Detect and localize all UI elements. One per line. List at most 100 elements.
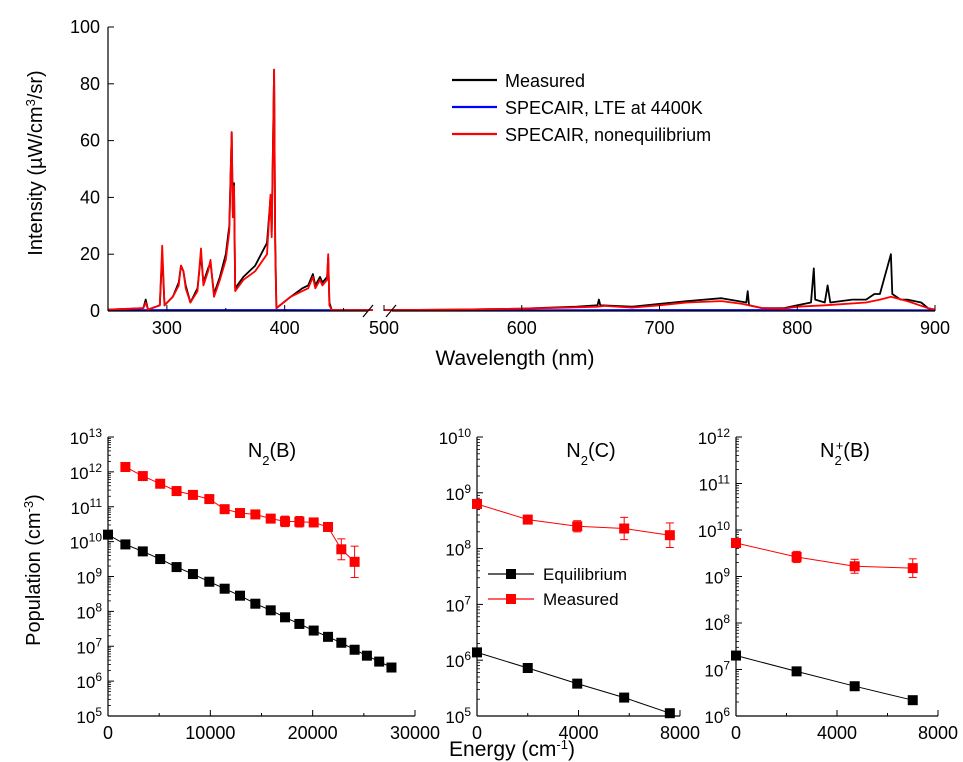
series-line-3-right (383, 295, 936, 311)
x-tick-label: 8000 (918, 723, 958, 743)
data-point (265, 605, 276, 616)
x-tick-label: 900 (920, 318, 950, 338)
data-point (323, 521, 334, 532)
x-tick-label: 10000 (185, 723, 235, 743)
y-tick-label: 108 (445, 538, 471, 560)
data-point (187, 489, 198, 500)
legend-label: Measured (505, 71, 585, 91)
x-tick-label: 0 (731, 723, 741, 743)
y-tick-label: 1013 (70, 426, 103, 448)
axis-break-mark (362, 304, 374, 318)
y-tick-label: 109 (76, 566, 102, 588)
y-tick-label: 80 (80, 74, 100, 94)
x-tick-label: 4000 (817, 723, 857, 743)
data-point (731, 538, 741, 549)
data-point (171, 486, 182, 497)
data-point (120, 539, 131, 550)
data-point (472, 498, 482, 509)
bottom-x-axis-label: Energy (cm-1) (449, 737, 575, 762)
y-tick-label: 1011 (71, 496, 103, 518)
data-point (187, 569, 198, 580)
data-point (265, 513, 276, 524)
y-tick-label: 1010 (70, 531, 103, 553)
data-point (294, 618, 305, 629)
axis-break-mark (385, 304, 397, 318)
data-point (323, 631, 334, 642)
series-line-1-right (383, 253, 936, 311)
panel-title-n2b: N2(B) (248, 440, 296, 468)
y-tick-label: 105 (445, 705, 471, 727)
x-tick-label: 0 (472, 723, 482, 743)
data-point (103, 529, 113, 540)
data-point (664, 530, 675, 541)
y-tick-label: 107 (445, 593, 471, 615)
data-point (204, 494, 215, 505)
top-y-axis-label: Intensity (µW/cm3/sr) (23, 70, 48, 255)
data-point (374, 656, 385, 667)
y-tick-label: 40 (80, 187, 100, 207)
data-point (294, 516, 305, 527)
data-point (731, 650, 741, 661)
series-line (735, 542, 913, 569)
x-tick-label: 8000 (660, 723, 700, 743)
x-tick-label: 800 (782, 318, 812, 338)
legend-marker (506, 569, 516, 579)
series-line (107, 534, 392, 668)
y-tick-label: 109 (704, 566, 730, 588)
x-tick-label: 30000 (390, 723, 440, 743)
y-tick-label: 106 (76, 670, 102, 692)
y-tick-label: 1012 (698, 426, 731, 448)
data-point (336, 544, 347, 555)
data-point (791, 666, 802, 677)
y-tick-label: 106 (445, 649, 471, 671)
data-point (219, 583, 230, 594)
legend-label: SPECAIR, nonequilibrium (505, 125, 711, 145)
legend-label: Measured (543, 590, 619, 609)
data-point (171, 562, 182, 573)
x-tick-label: 500 (369, 318, 399, 338)
legend-marker (506, 594, 516, 604)
y-tick-label: 20 (80, 244, 100, 264)
data-point (572, 678, 583, 689)
data-point (619, 692, 630, 703)
panel-title-n2c: N2(C) (566, 440, 615, 468)
data-point (308, 625, 319, 636)
y-tick-label: 107 (704, 659, 730, 681)
data-point (572, 521, 583, 532)
series-line (125, 466, 355, 563)
data-point (120, 461, 131, 472)
y-tick-label: 1010 (439, 426, 472, 448)
data-point (280, 612, 291, 623)
data-point (907, 695, 918, 706)
x-tick-label: 600 (507, 318, 537, 338)
data-point (204, 576, 215, 587)
x-tick-label: 0 (103, 723, 113, 743)
y-tick-label: 60 (80, 131, 100, 151)
data-point (219, 504, 230, 515)
data-point (349, 644, 360, 655)
data-point (361, 650, 372, 661)
data-point (386, 662, 397, 673)
y-tick-label: 1011 (699, 473, 731, 495)
series-line-1-left (107, 68, 373, 312)
series-line (735, 655, 913, 701)
data-point (791, 551, 802, 562)
data-point (308, 517, 319, 528)
top-x-axis-label: Wavelength (nm) (435, 347, 594, 370)
data-point (250, 509, 261, 520)
data-point (522, 663, 533, 674)
y-tick-label: 106 (704, 705, 730, 727)
data-point (250, 598, 261, 609)
x-tick-label: 20000 (288, 723, 338, 743)
y-tick-label: 108 (704, 612, 730, 634)
data-point (155, 554, 166, 565)
data-point (235, 508, 246, 519)
y-tick-label: 107 (76, 635, 102, 657)
series-line-3-left (107, 68, 373, 312)
data-point (849, 561, 860, 572)
panel-title-n2plusb: N2+(B) (820, 438, 870, 468)
data-point (619, 523, 630, 534)
y-tick-label: 1010 (698, 519, 731, 541)
legend-label: Equilibrium (543, 565, 627, 584)
